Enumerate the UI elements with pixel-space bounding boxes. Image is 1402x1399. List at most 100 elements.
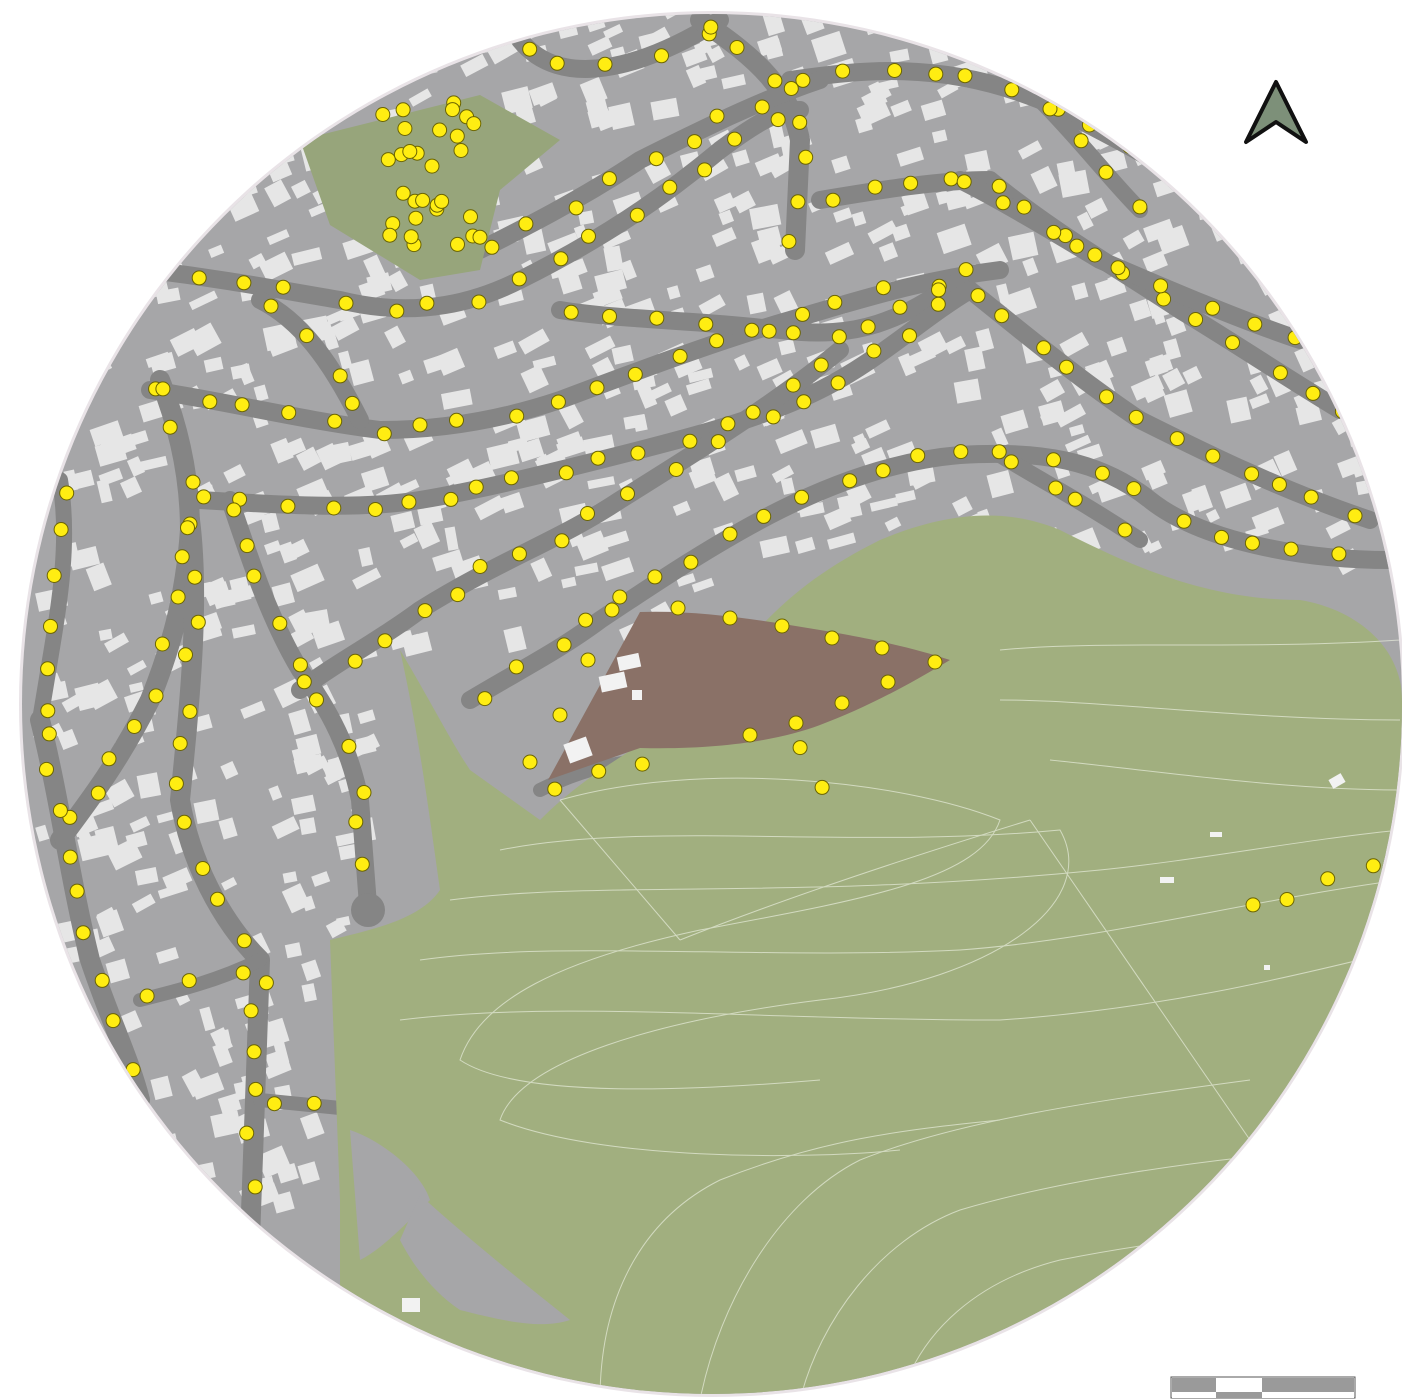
point-marker[interactable] — [813, 357, 829, 373]
point-marker[interactable] — [792, 114, 808, 130]
point-marker[interactable] — [754, 99, 770, 115]
point-marker[interactable] — [892, 299, 908, 315]
point-marker[interactable] — [196, 489, 212, 505]
point-marker[interactable] — [668, 462, 684, 477]
point-marker[interactable] — [930, 296, 946, 312]
point-marker[interactable] — [634, 756, 650, 772]
point-marker[interactable] — [471, 294, 487, 310]
point-marker[interactable] — [887, 63, 903, 78]
point-marker[interactable] — [522, 41, 538, 57]
point-marker[interactable] — [1126, 481, 1142, 497]
point-marker[interactable] — [40, 703, 56, 719]
point-marker[interactable] — [258, 975, 274, 991]
point-marker[interactable] — [1176, 513, 1192, 529]
point-marker[interactable] — [1067, 491, 1083, 507]
point-marker[interactable] — [783, 81, 799, 96]
point-marker[interactable] — [332, 368, 348, 384]
point-marker[interactable] — [568, 200, 584, 216]
point-marker[interactable] — [518, 216, 534, 232]
point-marker[interactable] — [795, 72, 811, 88]
point-marker[interactable] — [957, 68, 973, 84]
point-marker[interactable] — [831, 329, 847, 345]
point-marker[interactable] — [434, 193, 450, 209]
point-marker[interactable] — [1087, 247, 1103, 263]
point-marker[interactable] — [683, 554, 699, 570]
point-marker[interactable] — [40, 661, 56, 677]
point-marker[interactable] — [563, 304, 579, 320]
point-marker[interactable] — [1175, 170, 1191, 186]
point-marker[interactable] — [309, 692, 324, 708]
point-marker[interactable] — [767, 73, 783, 89]
point-marker[interactable] — [466, 116, 482, 132]
point-marker[interactable] — [830, 375, 846, 391]
point-marker[interactable] — [1046, 452, 1061, 468]
point-marker[interactable] — [327, 413, 343, 429]
point-marker[interactable] — [547, 781, 563, 797]
point-marker[interactable] — [580, 652, 596, 668]
point-marker[interactable] — [281, 405, 297, 421]
point-marker[interactable] — [720, 416, 736, 432]
point-marker[interactable] — [1203, 188, 1219, 204]
point-marker[interactable] — [629, 207, 645, 223]
point-marker[interactable] — [280, 498, 296, 514]
point-marker[interactable] — [953, 444, 969, 460]
point-marker[interactable] — [395, 102, 411, 118]
point-marker[interactable] — [402, 144, 418, 159]
point-marker[interactable] — [825, 192, 841, 208]
point-marker[interactable] — [401, 494, 417, 510]
point-marker[interactable] — [910, 448, 926, 464]
point-marker[interactable] — [236, 275, 252, 291]
point-marker[interactable] — [59, 485, 75, 501]
point-marker[interactable] — [956, 174, 972, 190]
point-marker[interactable] — [727, 131, 743, 147]
point-marker[interactable] — [443, 491, 459, 507]
point-marker[interactable] — [139, 988, 155, 1004]
point-marker[interactable] — [417, 603, 433, 619]
point-marker[interactable] — [511, 271, 527, 287]
point-marker[interactable] — [670, 600, 686, 616]
point-marker[interactable] — [1247, 316, 1263, 332]
point-marker[interactable] — [549, 55, 565, 71]
point-marker[interactable] — [742, 727, 758, 743]
point-marker[interactable] — [1320, 871, 1336, 887]
point-marker[interactable] — [1244, 466, 1260, 482]
point-marker[interactable] — [356, 785, 372, 800]
point-marker[interactable] — [191, 270, 207, 286]
point-marker[interactable] — [468, 479, 484, 495]
point-marker[interactable] — [172, 736, 188, 751]
point-marker[interactable] — [612, 589, 628, 605]
point-marker[interactable] — [709, 333, 725, 349]
point-marker[interactable] — [835, 63, 851, 79]
point-marker[interactable] — [178, 647, 193, 663]
point-marker[interactable] — [991, 444, 1007, 460]
point-marker[interactable] — [591, 763, 607, 779]
point-marker[interactable] — [880, 674, 896, 690]
point-marker[interactable] — [774, 618, 790, 634]
point-marker[interactable] — [824, 630, 840, 646]
point-marker[interactable] — [397, 121, 413, 136]
point-marker[interactable] — [604, 602, 620, 618]
point-marker[interactable] — [1188, 312, 1204, 327]
point-marker[interactable] — [1128, 409, 1144, 425]
point-marker[interactable] — [1036, 340, 1052, 356]
point-marker[interactable] — [94, 972, 110, 988]
point-marker[interactable] — [190, 614, 206, 630]
point-marker[interactable] — [348, 814, 364, 830]
point-marker[interactable] — [556, 637, 572, 653]
point-marker[interactable] — [788, 715, 804, 731]
point-marker[interactable] — [272, 615, 288, 631]
point-marker[interactable] — [415, 192, 431, 208]
point-marker[interactable] — [210, 891, 225, 907]
point-marker[interactable] — [970, 288, 986, 304]
point-marker[interactable] — [744, 322, 760, 338]
point-marker[interactable] — [263, 298, 279, 314]
point-marker[interactable] — [785, 325, 801, 341]
point-marker[interactable] — [578, 612, 594, 628]
point-marker[interactable] — [1117, 522, 1133, 538]
point-marker[interactable] — [41, 726, 57, 742]
point-marker[interactable] — [648, 151, 664, 167]
point-marker[interactable] — [927, 654, 943, 670]
point-marker[interactable] — [182, 704, 198, 719]
point-marker[interactable] — [239, 1125, 255, 1141]
point-marker[interactable] — [558, 465, 574, 481]
